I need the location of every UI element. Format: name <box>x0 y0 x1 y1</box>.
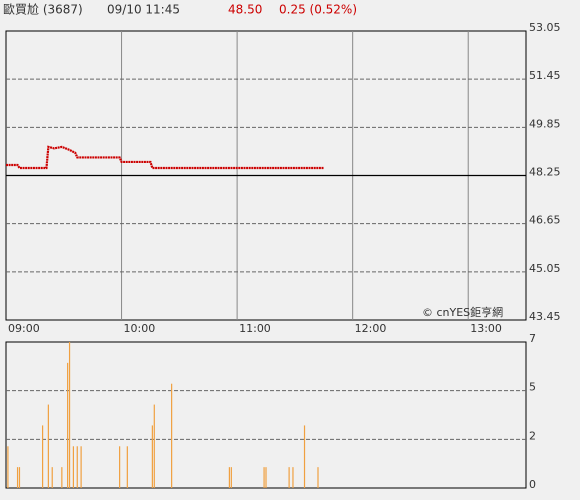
volume-bar <box>303 425 306 488</box>
volume-bar <box>171 383 173 488</box>
volume-bar <box>18 467 21 488</box>
volume-bar <box>265 467 267 488</box>
y-tick-label: 45.05 <box>529 262 561 275</box>
volume-bar <box>292 467 294 488</box>
x-tick-label: 09:00 <box>8 322 40 335</box>
y-tick-label: 53.05 <box>529 21 561 34</box>
volume-bar <box>76 446 78 488</box>
volume-bar <box>67 362 69 488</box>
volume-bar <box>288 467 290 488</box>
y-tick-label: 2 <box>529 429 536 442</box>
volume-bar <box>230 467 232 488</box>
x-tick-label: 11:00 <box>239 322 271 335</box>
quote-change: 0.25 (0.52%) <box>279 3 357 17</box>
price-line <box>6 145 324 170</box>
y-tick-label: 51.45 <box>529 69 561 82</box>
plot-frame <box>5 341 527 489</box>
volume-bar <box>7 446 9 488</box>
y-tick-label: 7 <box>529 332 536 345</box>
volume-bar <box>68 342 71 488</box>
y-tick-label: 46.65 <box>529 214 561 227</box>
quote-price: 48.50 <box>228 3 262 17</box>
volume-bar <box>119 446 121 488</box>
volume-bar <box>263 467 265 488</box>
volume-bar <box>228 467 231 488</box>
stock-name: 歐買尬 (3687) <box>3 2 83 17</box>
y-tick-label: 48.25 <box>529 166 561 179</box>
volume-bar <box>153 404 155 488</box>
y-tick-label: 49.85 <box>529 117 561 130</box>
volume-bar <box>80 446 82 488</box>
volume-bar <box>72 446 75 488</box>
volume-bar <box>126 446 128 488</box>
quote-time: 09/10 11:45 <box>107 3 180 17</box>
y-tick-label: 43.45 <box>529 310 561 323</box>
volume-bar <box>41 425 44 488</box>
x-tick-label: 12:00 <box>355 322 387 335</box>
volume-bar <box>151 425 153 488</box>
volume-bar <box>16 467 19 488</box>
x-tick-label: 10:00 <box>124 322 156 335</box>
x-tick-label: 13:00 <box>470 322 502 335</box>
copyright: © cnYES鉅亨網 <box>422 305 503 319</box>
volume-bar <box>51 467 53 488</box>
volume-bar <box>317 467 319 488</box>
volume-bar <box>61 467 63 488</box>
volume-bar <box>47 404 49 488</box>
y-tick-label: 5 <box>529 381 536 394</box>
y-tick-label: 0 <box>529 478 536 491</box>
